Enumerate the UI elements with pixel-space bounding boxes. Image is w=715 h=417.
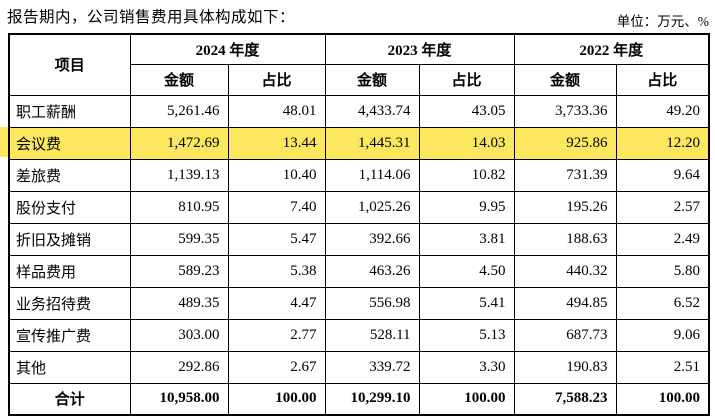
row-value-cell: 5.47 bbox=[227, 222, 326, 256]
row-value-cell: 1,139.13 bbox=[129, 158, 229, 192]
row-value-cell: 190.83 bbox=[513, 350, 617, 384]
row-value-cell: 5.38 bbox=[227, 254, 326, 288]
row-value-cell: 12.20 bbox=[615, 126, 710, 160]
row-item-label: 宣传推广费 bbox=[8, 318, 131, 352]
row-item-label: 差旅费 bbox=[8, 158, 131, 192]
header-sub-row: 金额 占比 金额 占比 金额 占比 bbox=[9, 63, 710, 96]
expense-table-body: 职工薪酬 5,261.46 48.01 4,433.74 43.05 3,733… bbox=[8, 94, 710, 416]
row-value-cell: 14.03 bbox=[418, 126, 515, 160]
row-item-label: 业务招待费 bbox=[8, 286, 131, 320]
subheader-amount-2023: 金额 bbox=[324, 63, 420, 96]
row-item-label: 会议费 bbox=[8, 126, 131, 160]
row-value-cell: 43.05 bbox=[418, 94, 515, 128]
highlight-overshoot bbox=[0, 127, 9, 157]
column-header-2022: 2022 年度 bbox=[513, 33, 710, 65]
row-value-cell: 13.44 bbox=[227, 126, 326, 160]
sales-expense-table: 项目 2024 年度 2023 年度 2022 年度 金额 占比 金额 占比 金… bbox=[8, 33, 711, 416]
row-value-cell: 7.40 bbox=[227, 190, 326, 224]
row-item-label: 其他 bbox=[8, 350, 131, 384]
table-row: 宣传推广费 303.00 2.77 528.11 5.13 687.73 9.0… bbox=[8, 318, 710, 352]
column-header-item: 项目 bbox=[8, 33, 131, 96]
row-value-cell: 10.82 bbox=[418, 158, 515, 192]
unit-label: 单位：万元、% bbox=[616, 14, 709, 29]
row-value-cell: 3.81 bbox=[418, 222, 515, 256]
table-row: 差旅费 1,139.13 10.40 1,114.06 10.82 731.39… bbox=[8, 158, 710, 192]
table-row: 折旧及摊销 599.35 5.47 392.66 3.81 188.63 2.4… bbox=[8, 222, 710, 256]
row-value-cell: 9.95 bbox=[418, 190, 515, 224]
row-item-label: 样品费用 bbox=[8, 254, 131, 288]
row-value-cell: 195.26 bbox=[513, 190, 617, 224]
row-value-cell: 925.86 bbox=[513, 126, 617, 160]
table-row: 职工薪酬 5,261.46 48.01 4,433.74 43.05 3,733… bbox=[8, 94, 710, 128]
row-value-cell: 48.01 bbox=[227, 94, 326, 128]
table-row: 会议费 1,472.69 13.44 1,445.31 14.03 925.86… bbox=[8, 126, 710, 160]
row-value-cell: 5,261.46 bbox=[129, 94, 229, 128]
row-value-cell: 100.00 bbox=[418, 382, 515, 416]
row-value-cell: 292.86 bbox=[129, 350, 229, 384]
table-row: 样品费用 589.23 5.38 463.26 4.50 440.32 5.80 bbox=[8, 254, 710, 288]
row-value-cell: 10.40 bbox=[227, 158, 326, 192]
row-value-cell: 303.00 bbox=[129, 318, 229, 352]
row-value-cell: 2.67 bbox=[227, 350, 326, 384]
row-value-cell: 5.80 bbox=[615, 254, 710, 288]
row-value-cell: 10,299.10 bbox=[324, 382, 420, 416]
row-value-cell: 9.64 bbox=[615, 158, 710, 192]
row-value-cell: 5.13 bbox=[418, 318, 515, 352]
table-row: 其他 292.86 2.67 339.72 3.30 190.83 2.51 bbox=[8, 350, 710, 384]
row-value-cell: 9.06 bbox=[615, 318, 710, 352]
row-value-cell: 528.11 bbox=[324, 318, 420, 352]
row-value-cell: 100.00 bbox=[227, 382, 326, 416]
row-item-label: 股份支付 bbox=[8, 190, 131, 224]
row-value-cell: 810.95 bbox=[129, 190, 229, 224]
row-value-cell: 463.26 bbox=[324, 254, 420, 288]
row-value-cell: 4.47 bbox=[227, 286, 326, 320]
row-value-cell: 2.49 bbox=[615, 222, 710, 256]
row-value-cell: 392.66 bbox=[324, 222, 420, 256]
row-value-cell: 494.85 bbox=[513, 286, 617, 320]
row-value-cell: 5.41 bbox=[418, 286, 515, 320]
page-title: 报告期内，公司销售费用具体构成如下： bbox=[7, 9, 296, 26]
row-item-label: 职工薪酬 bbox=[8, 94, 131, 128]
row-value-cell: 100.00 bbox=[615, 382, 710, 416]
subheader-ratio-2022: 占比 bbox=[615, 63, 710, 96]
row-value-cell: 2.51 bbox=[615, 350, 710, 384]
row-value-cell: 4.50 bbox=[418, 254, 515, 288]
row-value-cell: 1,114.06 bbox=[324, 158, 420, 192]
row-value-cell: 10,958.00 bbox=[129, 382, 229, 416]
subheader-amount-2024: 金额 bbox=[129, 63, 229, 96]
row-value-cell: 1,445.31 bbox=[324, 126, 420, 160]
subheader-amount-2022: 金额 bbox=[513, 63, 617, 96]
row-value-cell: 4,433.74 bbox=[324, 94, 420, 128]
row-value-cell: 489.35 bbox=[129, 286, 229, 320]
header-year-row: 项目 2024 年度 2023 年度 2022 年度 bbox=[8, 33, 710, 96]
subheader-ratio-2024: 占比 bbox=[227, 63, 326, 96]
row-value-cell: 556.98 bbox=[324, 286, 420, 320]
row-value-cell: 2.57 bbox=[615, 190, 710, 224]
row-value-cell: 1,472.69 bbox=[129, 126, 229, 160]
row-value-cell: 6.52 bbox=[615, 286, 710, 320]
row-value-cell: 440.32 bbox=[513, 254, 617, 288]
table-row: 股份支付 810.95 7.40 1,025.26 9.95 195.26 2.… bbox=[8, 190, 710, 224]
row-value-cell: 599.35 bbox=[129, 222, 229, 256]
column-header-2023: 2023 年度 bbox=[324, 33, 515, 65]
row-value-cell: 188.63 bbox=[513, 222, 617, 256]
row-item-label: 合计 bbox=[8, 382, 131, 416]
row-value-cell: 339.72 bbox=[324, 350, 420, 384]
row-value-cell: 687.73 bbox=[513, 318, 617, 352]
row-value-cell: 2.77 bbox=[227, 318, 326, 352]
row-value-cell: 3.30 bbox=[418, 350, 515, 384]
column-header-2024: 2024 年度 bbox=[129, 33, 326, 65]
row-value-cell: 7,588.23 bbox=[513, 382, 617, 416]
row-value-cell: 731.39 bbox=[513, 158, 617, 192]
row-value-cell: 49.20 bbox=[615, 94, 710, 128]
row-value-cell: 3,733.36 bbox=[513, 94, 617, 128]
row-item-label: 折旧及摊销 bbox=[8, 222, 131, 256]
row-value-cell: 1,025.26 bbox=[324, 190, 420, 224]
table-row: 业务招待费 489.35 4.47 556.98 5.41 494.85 6.5… bbox=[8, 286, 710, 320]
table-row: 合计 10,958.00 100.00 10,299.10 100.00 7,5… bbox=[8, 382, 710, 416]
row-value-cell: 589.23 bbox=[129, 254, 229, 288]
subheader-ratio-2023: 占比 bbox=[418, 63, 515, 96]
